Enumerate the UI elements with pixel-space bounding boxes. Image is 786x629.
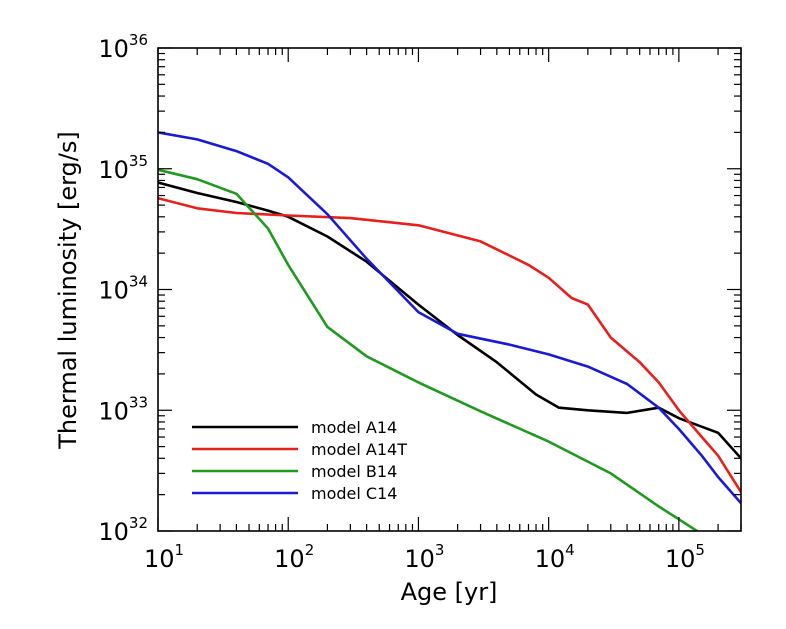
y-tick-exponent: 35 [129, 152, 148, 170]
y-tick-label: 1032 [98, 514, 148, 546]
y-tick-base: 10 [98, 518, 129, 546]
x-tick-label: 105 [665, 541, 705, 573]
x-tick-label: 103 [404, 541, 444, 573]
x-tick-labels: 101 102 103 104 105 [144, 541, 705, 573]
y-tick-label: 1033 [98, 393, 148, 425]
y-tick-base: 10 [98, 35, 129, 63]
ticks-layer [157, 47, 742, 532]
y-tick-label: 1035 [98, 152, 148, 184]
y-tick-exponent: 34 [129, 273, 148, 291]
x-tick-base: 10 [535, 545, 566, 573]
x-tick-exponent: 1 [175, 541, 185, 559]
y-tick-label: 1034 [98, 273, 148, 305]
x-tick-exponent: 3 [435, 541, 445, 559]
legend-label-model-a14: model A14 [311, 418, 397, 437]
y-tick-base: 10 [98, 277, 129, 305]
plot-frame [157, 47, 742, 532]
y-tick-base: 10 [98, 397, 129, 425]
legend-label-model-a14t: model A14T [311, 440, 407, 459]
legend-label-model-c14: model C14 [311, 484, 397, 503]
series-line-model-b14 [158, 168, 700, 531]
series-line-model-a14t [158, 196, 741, 494]
legend-label-model-b14: model B14 [311, 462, 397, 481]
x-tick-label: 104 [535, 541, 575, 573]
x-tick-label: 102 [274, 541, 314, 573]
x-tick-base: 10 [144, 545, 175, 573]
y-tick-exponent: 32 [129, 514, 148, 532]
x-tick-label: 101 [144, 541, 184, 573]
y-tick-exponent: 33 [129, 393, 148, 411]
x-tick-exponent: 2 [305, 541, 315, 559]
series-line-model-a14 [158, 181, 741, 460]
x-tick-exponent: 5 [695, 541, 705, 559]
x-axis-label: Age [yr] [401, 578, 498, 606]
x-tick-base: 10 [404, 545, 435, 573]
y-axis-label: Thermal luminosity [erg/s] [54, 131, 82, 449]
x-tick-base: 10 [665, 545, 696, 573]
y-tick-base: 10 [98, 156, 129, 184]
y-tick-label: 1036 [98, 31, 148, 63]
y-tick-exponent: 36 [129, 31, 148, 49]
series-line-model-c14 [158, 131, 741, 505]
series-layer [158, 131, 741, 531]
x-tick-exponent: 4 [565, 541, 575, 559]
x-tick-base: 10 [274, 545, 305, 573]
legend: model A14 model A14T model B14 model C14 [192, 418, 407, 503]
